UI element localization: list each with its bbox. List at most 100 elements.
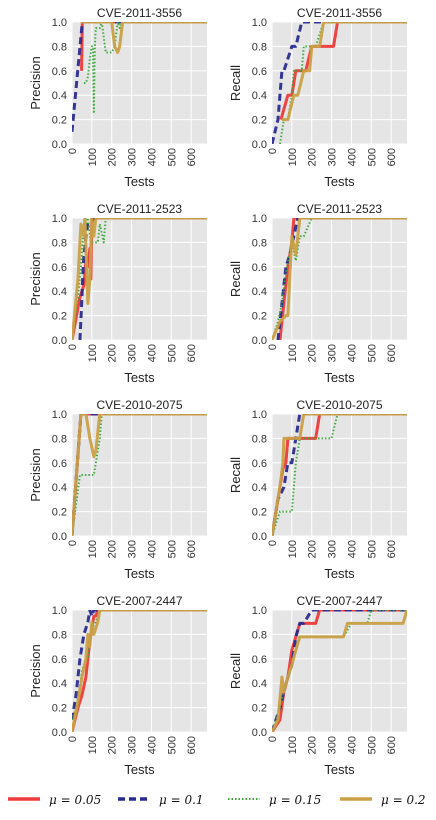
x-axis-label: Tests — [124, 762, 155, 777]
y-tick-label: 0.2 — [252, 115, 267, 127]
y-tick-label: 1.0 — [52, 17, 67, 29]
plot-area — [72, 414, 207, 536]
series-line-0 — [278, 218, 407, 340]
y-tick-label: 0.8 — [52, 237, 67, 249]
x-tick-label: 500 — [366, 148, 378, 166]
x-tick-label: 600 — [386, 736, 398, 754]
y-tick-label: 1.0 — [52, 605, 67, 617]
x-tick-label: 200 — [307, 540, 319, 558]
y-tick-label: 0.2 — [52, 703, 67, 715]
y-tick-label: 0.8 — [52, 41, 67, 53]
y-tick-label: 0.8 — [252, 629, 267, 641]
legend-label: μ = 0.05 — [49, 793, 101, 807]
x-tick-label: 100 — [87, 540, 99, 558]
y-axis-label: Precision — [28, 448, 43, 501]
legend-entry-1: μ = 0.1 — [118, 793, 204, 807]
y-tick-label: 0.2 — [52, 311, 67, 323]
series-line-3 — [80, 22, 207, 54]
series-group — [72, 218, 207, 340]
x-tick-label: 600 — [186, 540, 198, 558]
legend-entry-0: μ = 0.05 — [8, 793, 101, 807]
x-tick-label: 100 — [87, 736, 99, 754]
y-tick-label: 0.4 — [252, 678, 267, 690]
x-tick-label: 100 — [287, 540, 299, 558]
x-tick-label: 400 — [146, 736, 158, 754]
y-axis-label: Precision — [28, 56, 43, 109]
panel-title: CVE-2007-2447 — [296, 594, 382, 608]
y-tick-label: 0.2 — [252, 703, 267, 715]
chart-panel-0: CVE-2011-3556 0.0 0.2 0.4 0.6 0.8 1.0 0 100 200 30… — [28, 6, 207, 189]
chart-panel-7: CVE-2007-2447 0.0 0.2 0.4 0.6 0.8 1.0 0 100 200 30… — [228, 594, 407, 777]
series-line-0 — [80, 22, 207, 71]
y-tick-label: 0.8 — [52, 629, 67, 641]
y-tick-label: 0.0 — [252, 727, 267, 739]
y-tick-label: 0.6 — [52, 458, 67, 470]
panel-title: CVE-2010-2075 — [296, 398, 382, 412]
y-tick-label: 0.6 — [252, 458, 267, 470]
series-group — [72, 610, 207, 732]
x-tick-label: 200 — [307, 736, 319, 754]
y-tick-label: 0.6 — [52, 262, 67, 274]
legend-label: μ = 0.15 — [269, 793, 321, 807]
x-tick-label: 400 — [346, 540, 358, 558]
y-tick-label: 0.6 — [52, 654, 67, 666]
y-tick-label: 0.8 — [252, 433, 267, 445]
x-tick-label: 600 — [386, 540, 398, 558]
series-group — [72, 414, 207, 536]
x-axis-label: Tests — [124, 370, 155, 385]
x-tick-label: 300 — [127, 344, 139, 362]
chart-panel-1: CVE-2011-3556 0.0 0.2 0.4 0.6 0.8 1.0 0 100 200 30… — [228, 6, 407, 189]
x-tick-label: 400 — [346, 148, 358, 166]
y-tick-label: 1.0 — [52, 213, 67, 225]
legend-entry-2: μ = 0.15 — [228, 793, 321, 807]
x-tick-label: 400 — [146, 344, 158, 362]
x-tick-label: 300 — [127, 148, 139, 166]
y-tick-label: 0.0 — [252, 335, 267, 347]
x-tick-label: 200 — [107, 148, 119, 166]
x-tick-label: 200 — [307, 344, 319, 362]
y-axis-label: Recall — [228, 457, 243, 493]
series-line-2 — [72, 218, 207, 340]
x-tick-label: 400 — [146, 540, 158, 558]
series-line-3 — [72, 610, 207, 732]
chart-panel-4: CVE-2010-2075 0.0 0.2 0.4 0.6 0.8 1.0 0 100 200 30… — [28, 398, 207, 581]
y-tick-label: 0.2 — [52, 115, 67, 127]
x-tick-label: 300 — [327, 736, 339, 754]
series-group — [272, 610, 407, 732]
y-tick-label: 0.4 — [252, 90, 267, 102]
legend-entry-3: μ = 0.2 — [340, 793, 426, 807]
x-tick-label: 300 — [127, 540, 139, 558]
x-tick-label: 0 — [67, 540, 79, 546]
y-tick-label: 1.0 — [252, 17, 267, 29]
x-tick-label: 200 — [107, 344, 119, 362]
x-tick-label: 500 — [366, 736, 378, 754]
y-tick-label: 1.0 — [252, 213, 267, 225]
y-tick-label: 0.0 — [52, 139, 67, 151]
x-axis-label: Tests — [324, 762, 355, 777]
series-line-1 — [276, 218, 407, 340]
y-tick-label: 0.6 — [52, 66, 67, 78]
x-tick-label: 0 — [267, 736, 279, 742]
panel-title: CVE-2007-2447 — [96, 594, 182, 608]
series-group — [272, 22, 407, 144]
panel-title: CVE-2011-2523 — [297, 202, 382, 216]
x-tick-label: 100 — [287, 344, 299, 362]
series-line-3 — [272, 414, 407, 536]
series-group — [72, 22, 207, 132]
x-axis-label: Tests — [124, 566, 155, 581]
y-tick-label: 0.4 — [52, 678, 67, 690]
series-group — [272, 414, 407, 536]
series-line-3 — [72, 414, 207, 536]
x-tick-label: 500 — [366, 344, 378, 362]
plot-area — [272, 610, 407, 732]
x-tick-label: 500 — [166, 344, 178, 362]
y-tick-label: 0.6 — [252, 654, 267, 666]
y-tick-label: 0.0 — [52, 335, 67, 347]
y-tick-label: 0.0 — [252, 139, 267, 151]
x-tick-label: 300 — [327, 540, 339, 558]
chart-panel-2: CVE-2011-2523 0.0 0.2 0.4 0.6 0.8 1.0 0 100 200 30… — [28, 202, 207, 385]
series-line-3 — [281, 22, 407, 122]
x-tick-label: 0 — [267, 540, 279, 546]
y-axis-label: Precision — [28, 252, 43, 305]
